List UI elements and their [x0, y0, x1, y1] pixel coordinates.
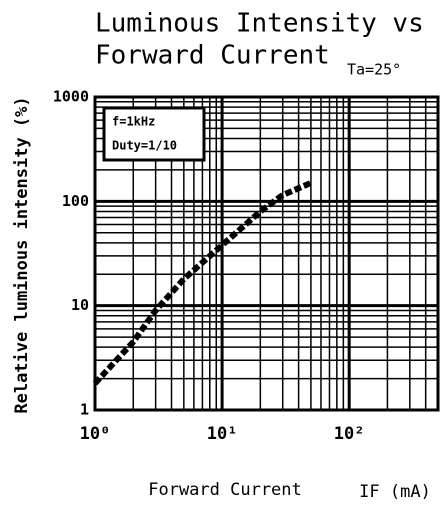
- data-line: [92, 180, 313, 386]
- y-tick-label: 1000: [53, 88, 89, 106]
- x-tick-label: 10⁰: [80, 424, 111, 444]
- x-tick-label: 10²: [334, 424, 365, 444]
- plot-frame: [93, 95, 440, 412]
- x-axis-unit: IF (mA): [359, 482, 431, 502]
- annotation: Ta=25°: [347, 61, 401, 79]
- x-tick-label: 10¹: [207, 424, 238, 444]
- y-tick-label: 10: [71, 296, 89, 314]
- x-axis-label: Forward Current: [148, 480, 302, 500]
- chart-title: Forward Current: [95, 41, 330, 71]
- chart-title: Luminous Intensity vs: [95, 9, 424, 39]
- y-axis-label: Relative luminous intensity (%): [12, 96, 32, 413]
- y-tick-label: 1: [80, 401, 89, 419]
- legend-text: Duty=1/10: [112, 139, 177, 153]
- y-tick-label: 100: [62, 192, 89, 210]
- legend-text: f=1kHz: [112, 115, 155, 129]
- legend-box: [102, 106, 206, 162]
